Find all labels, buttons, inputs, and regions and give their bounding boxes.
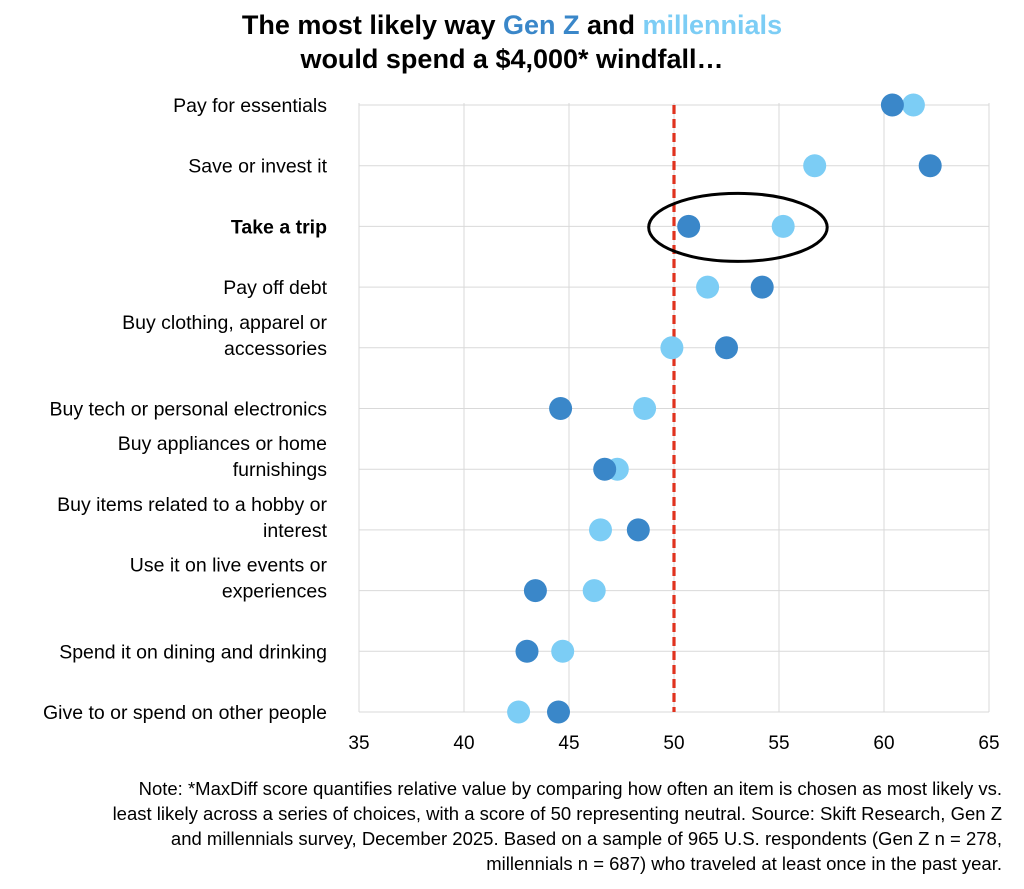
data-point-gen-z: [547, 700, 570, 724]
x-tick-label: 50: [663, 733, 684, 754]
title-genz: Gen Z: [503, 10, 580, 40]
data-point-millennials: [696, 275, 720, 299]
data-point-millennials: [901, 93, 925, 117]
data-point-gen-z: [677, 214, 701, 238]
data-point-millennials: [660, 336, 684, 360]
data-point-gen-z: [515, 639, 539, 663]
data-point-millennials: [551, 639, 575, 663]
category-label: Buy clothing, apparel or: [122, 312, 327, 334]
x-tick-label: 40: [453, 733, 474, 754]
data-point-gen-z: [549, 397, 573, 420]
data-point-millennials: [803, 154, 827, 178]
title-prefix: The most likely way: [241, 10, 503, 40]
category-label: Give to or spend on other people: [43, 702, 327, 724]
category-label: Use it on live events or: [130, 555, 328, 577]
data-point-gen-z: [918, 154, 942, 178]
data-point-millennials: [589, 518, 612, 542]
category-label: Save or invest it: [188, 156, 327, 178]
x-tick-label: 45: [558, 733, 579, 754]
highlight-ellipse: [647, 191, 829, 263]
dot-plot-chart: 35 40 45 50 55 60 65 Pay for essentials Save or …: [43, 93, 1000, 754]
x-tick-label: 65: [978, 733, 999, 754]
data-point-gen-z: [715, 336, 738, 360]
title-line-1: The most likely way Gen Z and millennial…: [0, 8, 1024, 42]
data-point-millennials: [582, 579, 606, 603]
category-label: Pay off debt: [223, 277, 327, 299]
category-label: Take a trip: [231, 216, 327, 238]
data-point-millennials: [771, 214, 795, 238]
title-millennials: millennials: [642, 10, 783, 40]
category-label: experiences: [222, 581, 327, 603]
category-label: Buy tech or personal electronics: [50, 399, 328, 421]
category-label: furnishings: [233, 459, 328, 481]
footnote: Note: *MaxDiff score quantifies relative…: [2, 776, 1002, 876]
data-point-gen-z: [626, 518, 650, 542]
category-label: Buy items related to a hobby or: [57, 494, 327, 516]
data-point-millennials: [633, 397, 657, 420]
category-label: interest: [263, 520, 328, 542]
category-label: Spend it on dining and drinking: [59, 641, 327, 663]
x-tick-label: 35: [348, 733, 369, 754]
x-tick-label: 55: [768, 733, 789, 754]
note-line: millennials n = 687) who traveled at lea…: [486, 853, 1002, 874]
category-label: Buy appliances or home: [118, 433, 327, 455]
data-point-gen-z: [880, 93, 904, 117]
note-line: Note: *MaxDiff score quantifies relative…: [138, 778, 1002, 799]
data-point-gen-z: [593, 457, 617, 481]
note-line: least likely across a series of choices,…: [112, 803, 1002, 824]
x-tick-label: 60: [873, 733, 894, 754]
category-label: Pay for essentials: [173, 95, 327, 117]
data-point-millennials: [507, 700, 531, 724]
data-point-gen-z: [750, 275, 774, 299]
note-line: and millennials survey, December 2025. B…: [170, 828, 1002, 849]
title-line-2: would spend a $4,000* windfall…: [300, 44, 724, 74]
data-point-gen-z: [523, 579, 547, 603]
chart-title: The most likely way Gen Z and millennial…: [0, 8, 1024, 76]
category-label: accessories: [224, 338, 327, 360]
title-and: and: [579, 10, 643, 40]
